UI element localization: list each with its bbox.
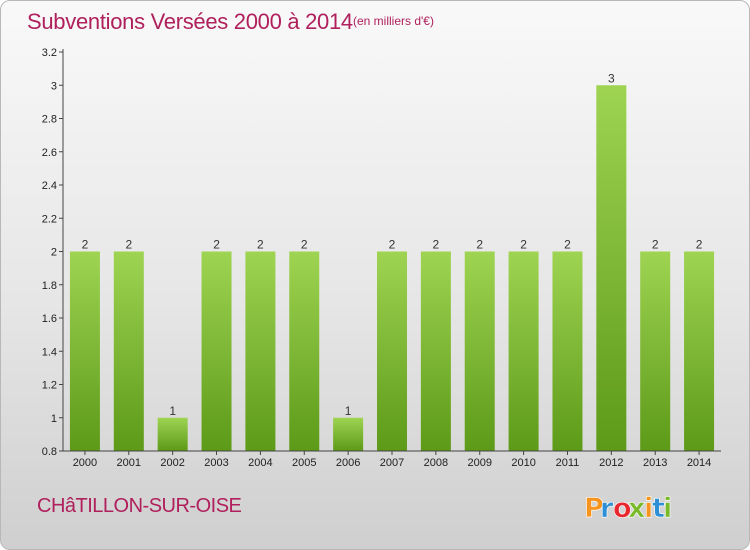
bar-2013	[640, 251, 671, 451]
bar-value-label: 2	[652, 238, 659, 252]
x-tick-label: 2009	[467, 457, 491, 469]
y-tick-label: 1.6	[42, 313, 57, 325]
logo-letter: i	[644, 493, 653, 524]
x-tick-label: 2013	[643, 457, 667, 469]
bar-value-label: 2	[213, 238, 220, 252]
bar-value-label: 1	[169, 404, 176, 418]
bar-value-label: 1	[345, 404, 352, 418]
y-tick-label: 2.8	[42, 114, 57, 126]
x-tick-label: 2006	[336, 457, 360, 469]
bar-value-label: 2	[389, 238, 396, 252]
x-tick-label: 2002	[160, 457, 184, 469]
logo-letter: i	[663, 493, 672, 524]
chart-subtitle: (en milliers d'€)	[353, 14, 434, 28]
y-tick-label: 1.2	[42, 380, 57, 392]
bar-2001	[113, 251, 144, 451]
y-tick-label: 3	[51, 80, 57, 92]
x-tick-label: 2011	[556, 457, 580, 469]
x-tick-label: 2014	[687, 457, 711, 469]
bar-value-label: 2	[696, 238, 703, 252]
bar-2007	[377, 251, 407, 451]
y-tick-label: 0.8	[42, 446, 57, 458]
bar-2014	[684, 251, 715, 451]
bar-2010	[508, 251, 539, 451]
y-tick-label: 2.6	[42, 147, 57, 159]
bar-value-label: 2	[301, 238, 308, 252]
chart-title: Subventions Versées 2000 à 2014	[27, 9, 353, 34]
x-tick-label: 2004	[248, 457, 272, 469]
y-tick-label: 1	[51, 413, 57, 425]
logo-letter: t	[652, 493, 665, 524]
bars-group: 2 2 1 2 2 2 1 2 2 2 2 2 3 2 2	[69, 71, 715, 451]
y-tick-label: 2	[51, 247, 57, 259]
x-tick-label: 2003	[204, 457, 228, 469]
bar-value-label: 2	[476, 238, 483, 252]
bar-value-label: 2	[82, 238, 89, 252]
bar-value-label: 2	[433, 238, 440, 252]
bar-value-label: 2	[125, 238, 132, 252]
bar-value-label: 2	[520, 238, 527, 252]
axes-group: 2000 2001 2002 2003 2004 2005 2006 2007 2008 2009…	[42, 47, 721, 469]
bar-2012	[596, 85, 627, 451]
x-tick-label: 2007	[380, 457, 404, 469]
logo-letter: r	[600, 493, 614, 524]
y-tick-label: 2.4	[42, 180, 57, 192]
x-tick-label: 2000	[73, 457, 97, 469]
bar-2002	[157, 417, 188, 451]
y-tick-label: 1.4	[42, 346, 57, 358]
x-tick-label: 2001	[117, 457, 141, 469]
y-tick-label: 2.2	[42, 213, 57, 225]
bar-2009	[464, 251, 495, 451]
commune-name: CHâTILLON-SUR-OISE	[37, 495, 242, 517]
y-tick-label: 1.8	[42, 280, 57, 292]
x-tick-label: 2010	[511, 457, 535, 469]
bar-value-label: 3	[608, 71, 615, 85]
logo-letter: x	[628, 493, 645, 524]
logo-letter: o	[613, 493, 632, 524]
y-tick-label: 3.2	[42, 47, 57, 59]
x-tick-label: 2012	[599, 457, 623, 469]
x-tick-label: 2005	[292, 457, 316, 469]
bar-2000	[69, 251, 100, 451]
bar-2003	[201, 251, 232, 451]
bar-2008	[420, 251, 451, 451]
bar-2005	[289, 251, 320, 451]
bar-2011	[552, 251, 583, 451]
bar-value-label: 2	[564, 238, 571, 252]
bar-2006	[333, 417, 364, 451]
logo-letter: P	[584, 493, 604, 524]
bar-2004	[245, 251, 276, 451]
bar-value-label: 2	[257, 238, 264, 252]
x-tick-label: 2008	[424, 457, 448, 469]
